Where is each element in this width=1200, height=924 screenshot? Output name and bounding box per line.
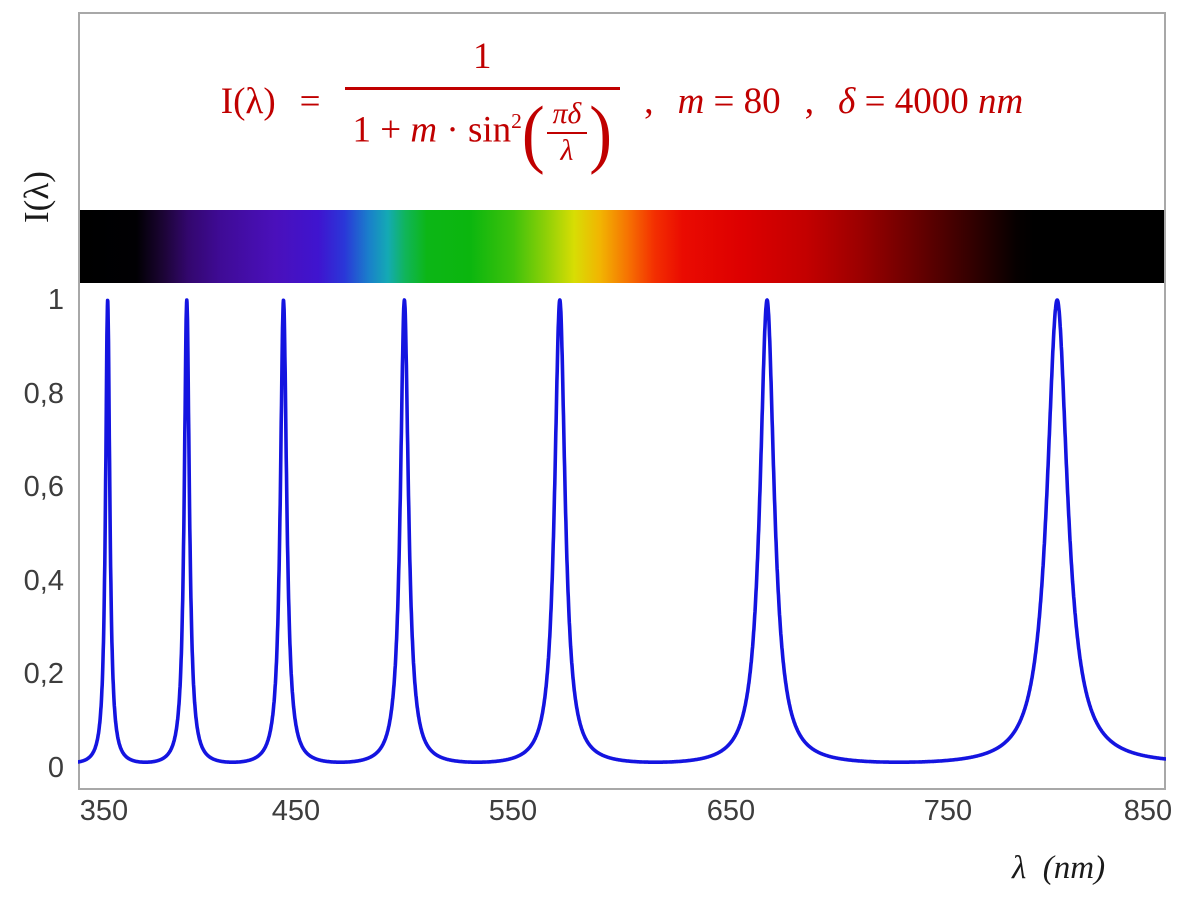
m-value: = 80: [704, 80, 781, 122]
x-tick-label: 350: [79, 795, 129, 827]
fraction-numerator: 1: [344, 35, 621, 90]
visible-spectrum-strip: [80, 210, 1164, 283]
close-paren: ): [589, 90, 613, 176]
plot-frame: [78, 12, 1166, 790]
delta-symbol: δ: [838, 80, 856, 122]
formula-fraction: 1 1 + m · sin2(πδ λ): [344, 35, 621, 176]
inner-numerator: πδ: [546, 98, 588, 134]
formula-lhs: I(λ): [220, 80, 276, 122]
y-axis-label: I(λ): [17, 171, 56, 223]
x-tick-label: 550: [488, 795, 538, 827]
den-constant: 1 +: [352, 109, 411, 151]
y-tick-label: 1: [47, 284, 64, 316]
x-axis-label: λ (nm): [1012, 850, 1106, 886]
delta-value: = 4000: [855, 80, 978, 122]
x-tick-label: 750: [923, 795, 973, 827]
inner-fraction: πδ λ: [546, 98, 588, 167]
parameter-m: m = 80: [678, 80, 781, 123]
x-tick-label: 850: [1123, 795, 1173, 827]
y-tick-label: 0,8: [23, 378, 64, 410]
y-tick-label: 0,4: [23, 565, 64, 597]
x-tick-label: 450: [271, 795, 321, 827]
parameter-delta: δ = 4000 nm: [838, 80, 1023, 123]
separator-comma: ,: [644, 80, 654, 122]
x-tick-label: 650: [706, 795, 756, 827]
formula-block: I(λ) = 1 1 + m · sin2(πδ λ) , m = 80 , δ …: [78, 22, 1166, 180]
equals-sign: =: [299, 80, 321, 122]
y-tick-label: 0,6: [23, 471, 64, 503]
den-m-variable: m: [410, 109, 438, 151]
den-sin: · sin: [437, 109, 512, 151]
y-tick-label: 0: [47, 752, 64, 784]
fraction-denominator: 1 + m · sin2(πδ λ): [345, 90, 621, 176]
open-paren: (: [521, 90, 545, 176]
y-tick-label: 0,2: [23, 658, 64, 690]
sin-exponent: 2: [511, 109, 522, 134]
airy-function-curve: [78, 298, 1166, 764]
separator-comma: ,: [804, 80, 815, 122]
m-symbol: m: [677, 80, 705, 122]
inner-denominator: λ: [560, 135, 574, 167]
delta-unit: nm: [978, 80, 1024, 122]
intensity-curve-plot: [78, 298, 1166, 764]
